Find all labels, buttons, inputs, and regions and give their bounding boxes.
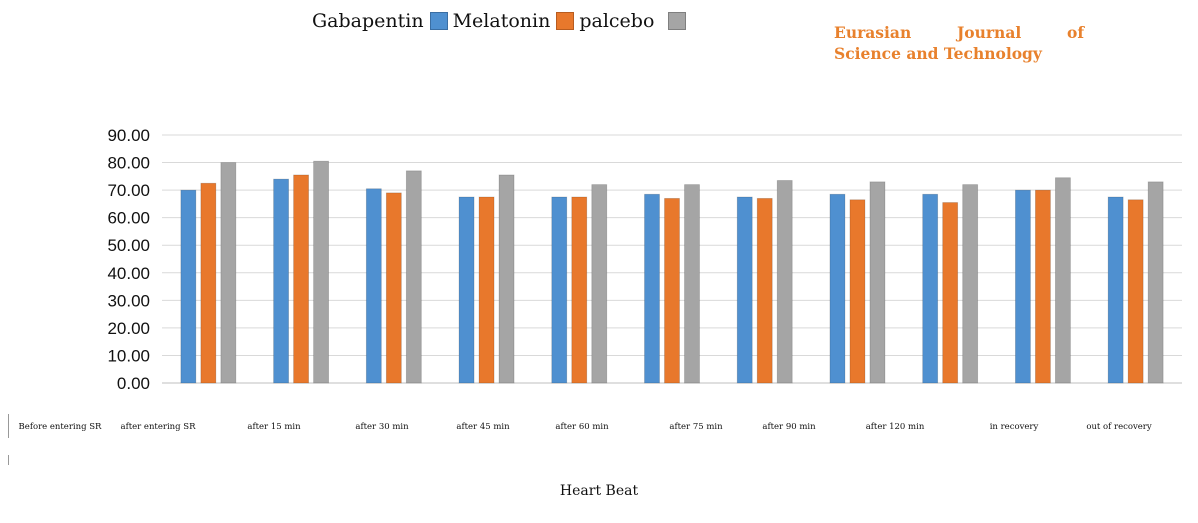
y-tick-label: 70.00 bbox=[107, 181, 150, 200]
y-tick-label: 20.00 bbox=[107, 319, 150, 338]
bar bbox=[498, 174, 515, 384]
bar bbox=[385, 192, 402, 384]
category-strip-tick bbox=[8, 455, 9, 465]
journal-word-2: Journal bbox=[956, 23, 1022, 42]
bar bbox=[1035, 189, 1051, 384]
legend-swatch-orange bbox=[556, 12, 575, 30]
x-category-label: out of recovery bbox=[1086, 422, 1152, 432]
journal-word-1: Eurasian bbox=[834, 23, 912, 42]
y-tick-label: 40.00 bbox=[107, 264, 150, 283]
y-tick-label: 60.00 bbox=[107, 209, 150, 228]
y-tick-label: 10.00 bbox=[107, 346, 150, 365]
journal-line-2: Science and Technology bbox=[834, 44, 1042, 63]
bar bbox=[365, 188, 382, 384]
bar bbox=[942, 202, 959, 384]
bar bbox=[180, 189, 197, 384]
bar bbox=[273, 178, 289, 384]
bar bbox=[756, 197, 773, 384]
y-tick-label: 80.00 bbox=[107, 154, 150, 173]
bar bbox=[458, 196, 475, 384]
x-category-label: after 75 min bbox=[669, 422, 723, 432]
bar bbox=[736, 196, 753, 384]
bar bbox=[1147, 181, 1164, 384]
bar bbox=[200, 182, 217, 384]
legend-swatch-gray bbox=[668, 12, 687, 30]
chart-legend: Gabapentin Melatonin palcebo bbox=[312, 6, 691, 36]
x-category-label: after 90 min bbox=[762, 422, 816, 432]
bar bbox=[664, 197, 680, 384]
bar bbox=[684, 184, 700, 384]
bar bbox=[1015, 189, 1031, 384]
bar bbox=[313, 160, 329, 384]
bar bbox=[829, 193, 846, 384]
bar bbox=[551, 196, 568, 384]
legend-label-melatonin: Melatonin bbox=[452, 10, 551, 32]
y-tick-label: 30.00 bbox=[107, 291, 150, 310]
bar bbox=[962, 184, 979, 384]
bar bbox=[776, 180, 793, 384]
x-category-label: Before entering SR bbox=[18, 422, 102, 432]
legend-label-gabapentin: Gabapentin bbox=[312, 10, 424, 32]
legend-swatch-blue bbox=[429, 12, 448, 30]
bar bbox=[1127, 199, 1144, 384]
x-category-label: after 120 min bbox=[865, 422, 925, 432]
x-category-label: after entering SR bbox=[120, 422, 196, 432]
bar bbox=[869, 181, 886, 384]
journal-header: Eurasian Journal of Science and Technolo… bbox=[834, 22, 1084, 64]
y-tick-label: 0.00 bbox=[117, 374, 150, 393]
x-category-label: in recovery bbox=[989, 422, 1039, 432]
journal-word-3: of bbox=[1066, 23, 1084, 42]
legend-label-placebo: palcebo bbox=[579, 10, 655, 32]
x-category-label: after 15 min bbox=[247, 422, 301, 432]
y-tick-label: 50.00 bbox=[107, 236, 150, 255]
bar bbox=[922, 193, 939, 384]
y-tick-label: 90.00 bbox=[107, 126, 150, 145]
bar bbox=[571, 196, 588, 384]
category-strip-tick bbox=[8, 414, 9, 438]
bar bbox=[1107, 196, 1124, 384]
bar bbox=[849, 199, 866, 384]
bar bbox=[591, 184, 608, 384]
bar bbox=[293, 174, 309, 384]
x-category-label: after 30 min bbox=[355, 422, 409, 432]
bar bbox=[1055, 177, 1071, 384]
bar bbox=[478, 196, 495, 384]
x-category-label: after 45 min bbox=[456, 422, 510, 432]
bar bbox=[644, 193, 660, 384]
bar bbox=[405, 170, 422, 384]
chart-caption: Heart Beat bbox=[0, 480, 1198, 499]
x-category-label: after 60 min bbox=[555, 422, 609, 432]
caption-text: Heart Beat bbox=[559, 483, 639, 499]
bar bbox=[220, 162, 237, 384]
